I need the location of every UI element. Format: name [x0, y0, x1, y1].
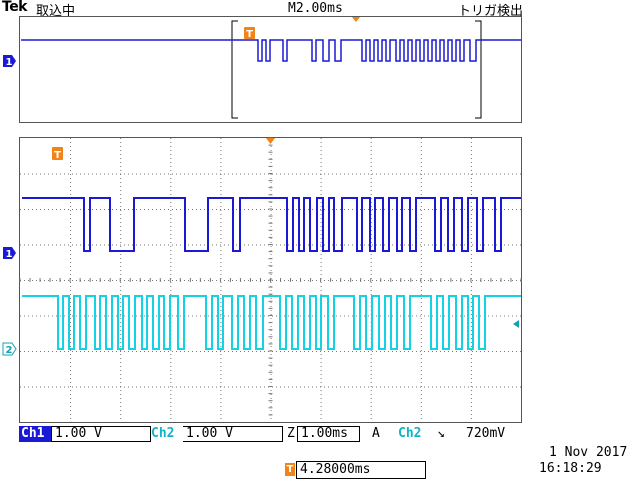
trigger-position-icon: [266, 138, 275, 144]
ch1-label[interactable]: Ch1: [19, 426, 51, 442]
svg-text:2: 2: [6, 345, 13, 356]
overview-ch1-waveform: [21, 39, 521, 62]
ch2-waveform: [22, 295, 521, 350]
ch1-marker-icon[interactable]: [3, 247, 16, 259]
trigger-status: トリガ検出: [458, 4, 524, 19]
acquisition-status: 取込中: [36, 4, 76, 19]
trigger-source[interactable]: Ch2: [398, 426, 422, 441]
ch2-scale[interactable]: 1.00 V: [183, 426, 283, 442]
zoom-label: Z: [287, 426, 295, 441]
ch1-scale[interactable]: 1.00 V: [51, 426, 151, 442]
trigger-slope-icon[interactable]: ↘: [437, 426, 445, 441]
trigger-level[interactable]: 720mV: [466, 426, 506, 441]
overview-window: [19, 16, 522, 123]
trigger-level-icon[interactable]: [513, 320, 519, 328]
time-readout: 16:18:29: [539, 461, 602, 476]
overview-trigger-icon: [244, 27, 255, 39]
svg-text:T: T: [246, 29, 253, 40]
svg-text:1: 1: [6, 57, 13, 68]
ch1-waveform: [22, 197, 521, 252]
brand-logo: Tek: [2, 0, 28, 15]
date-readout: 1 Nov 2017: [549, 445, 628, 460]
zoom-scale[interactable]: 1.00ms: [297, 426, 360, 442]
trigger-t-icon: [52, 147, 63, 160]
trigger-position-marker-icon: T: [285, 463, 295, 476]
status-bar: Tek 取込中 M2.00ms トリガ検出: [0, 0, 640, 19]
zoom-bracket-left: [231, 20, 238, 119]
trigger-mode-label: A: [372, 426, 380, 441]
trigger-position-readout[interactable]: 4.28000ms: [296, 461, 426, 479]
overview-trigger-position-icon: [352, 17, 360, 22]
zoom-bracket-right: [475, 20, 482, 119]
timebase-readout: M2.00ms: [288, 1, 343, 16]
ch2-marker-icon[interactable]: [2, 342, 17, 356]
svg-text:1: 1: [6, 249, 13, 260]
ch2-label[interactable]: Ch2: [151, 426, 175, 441]
svg-text:T: T: [54, 150, 61, 161]
overview-ch1-marker-icon[interactable]: [3, 55, 16, 67]
trigger-position-value: 4.28000ms: [300, 462, 371, 477]
